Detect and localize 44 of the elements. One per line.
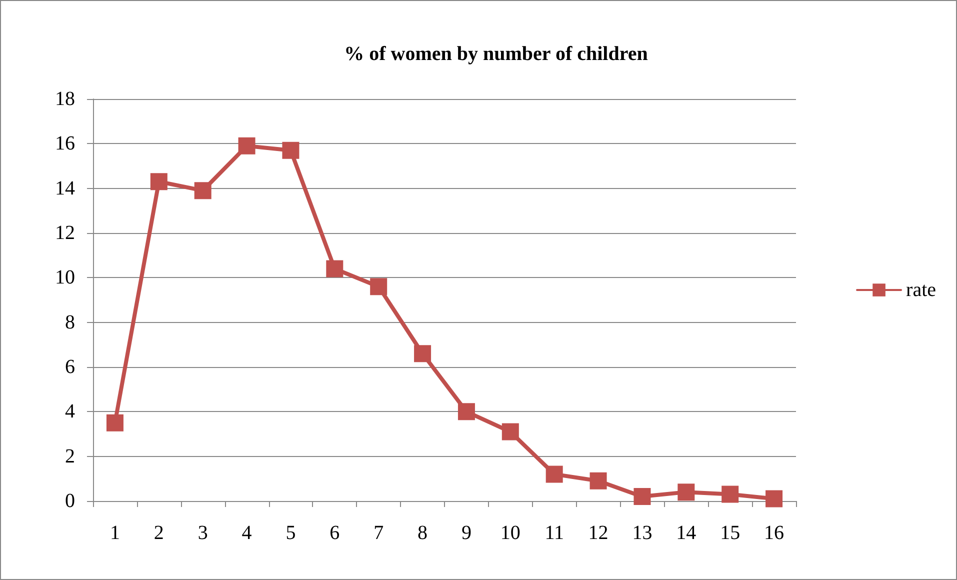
point	[722, 486, 739, 503]
y-tick-label: 18	[55, 88, 75, 110]
point	[106, 414, 124, 432]
y-tick-label: 16	[55, 132, 75, 155]
x-tick-label: 5	[286, 522, 296, 544]
point	[282, 142, 300, 159]
x-tick-label: 10	[500, 522, 520, 544]
y-tick-label: 12	[55, 222, 75, 244]
x-tick-label: 3	[198, 522, 208, 544]
point	[546, 466, 563, 483]
point	[766, 490, 783, 508]
x-tick-label: 4	[242, 522, 252, 544]
point	[194, 182, 212, 200]
point	[634, 488, 651, 506]
y-tick-label: 14	[55, 177, 75, 200]
point	[502, 423, 519, 440]
point	[238, 137, 256, 154]
point	[414, 345, 432, 362]
y-tick-label: 10	[55, 266, 75, 289]
x-tick-label: 15	[720, 522, 740, 544]
y-tick-label: 2	[65, 445, 75, 468]
y-tick-label: 4	[65, 400, 75, 423]
x-tick-label: 13	[632, 522, 652, 544]
x-tick-label: 8	[418, 522, 428, 544]
point	[326, 260, 344, 278]
x-tick-label: 11	[544, 522, 564, 544]
point	[458, 403, 475, 420]
legend-label: rate	[906, 279, 936, 301]
x-tick-label: 9	[461, 522, 472, 544]
y-tick-label: 6	[65, 356, 75, 378]
x-tick-label: 7	[374, 522, 384, 544]
x-tick-label: 12	[588, 522, 608, 544]
x-tick-label: 2	[154, 522, 164, 544]
x-tick-label: 1	[110, 522, 120, 544]
y-tick-label: 8	[65, 311, 75, 334]
point	[678, 484, 695, 501]
point	[150, 173, 168, 190]
chart-title: % of women by number of children	[344, 43, 648, 65]
x-tick-label: 6	[330, 522, 340, 544]
point	[370, 278, 388, 296]
point	[590, 472, 607, 490]
x-tick-label: 14	[676, 522, 696, 544]
y-tick-label: 0	[65, 490, 75, 512]
x-tick-label: 16	[764, 522, 784, 544]
